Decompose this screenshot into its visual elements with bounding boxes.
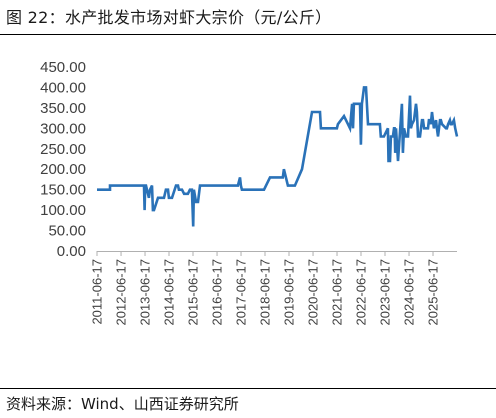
y-tick-label: 0.00 — [57, 243, 86, 260]
y-tick-label: 350.00 — [40, 100, 86, 117]
x-tick-label: 2013-06-17 — [138, 259, 153, 326]
y-tick-label: 150.00 — [40, 182, 86, 199]
x-tick-label: 2015-06-17 — [185, 259, 200, 326]
x-tick-label: 2024-06-17 — [402, 259, 417, 326]
x-tick-label: 2022-06-17 — [354, 259, 369, 326]
x-tick-label: 2016-06-17 — [210, 259, 225, 326]
x-tick-label: 2025-06-17 — [426, 259, 441, 326]
y-axis: 0.00 50.00 100.00 150.00 200.00 250.00 300.00 3… — [40, 59, 86, 260]
y-tick-label: 250.00 — [40, 141, 86, 158]
x-tick-label: 2018-06-17 — [258, 259, 273, 326]
y-tick-label: 300.00 — [40, 120, 86, 137]
top-rule — [0, 34, 496, 35]
bottom-rule — [0, 388, 496, 389]
y-tick-label: 100.00 — [40, 202, 86, 219]
x-axis: 2011-06-17 2012-06-17 2013-06-17 2014-06-17… — [90, 251, 457, 326]
x-tick-label: 2012-06-17 — [114, 259, 129, 326]
x-tick-label: 2023-06-17 — [377, 259, 392, 326]
x-tick-label: 2011-06-17 — [90, 259, 105, 325]
line-chart: 0.00 50.00 100.00 150.00 200.00 250.00 300.00 3… — [40, 59, 459, 326]
x-tick-label: 2021-06-17 — [330, 259, 345, 326]
source-note: 资料来源：Wind、山西证券研究所 — [6, 395, 239, 413]
figure-title: 图 22：水产批发市场对虾大宗价（元/公斤） — [6, 8, 332, 27]
x-tick-label: 2019-06-17 — [281, 259, 296, 326]
y-tick-label: 450.00 — [40, 59, 86, 76]
series-group — [97, 86, 459, 227]
y-tick-label: 50.00 — [48, 223, 86, 240]
y-tick-label: 200.00 — [40, 161, 86, 178]
series-line-0 — [97, 86, 459, 227]
x-tick-label: 2020-06-17 — [306, 259, 321, 326]
x-tick-label: 2014-06-17 — [162, 259, 177, 326]
x-tick-label: 2017-06-17 — [234, 259, 249, 326]
y-tick-label: 400.00 — [40, 79, 86, 96]
